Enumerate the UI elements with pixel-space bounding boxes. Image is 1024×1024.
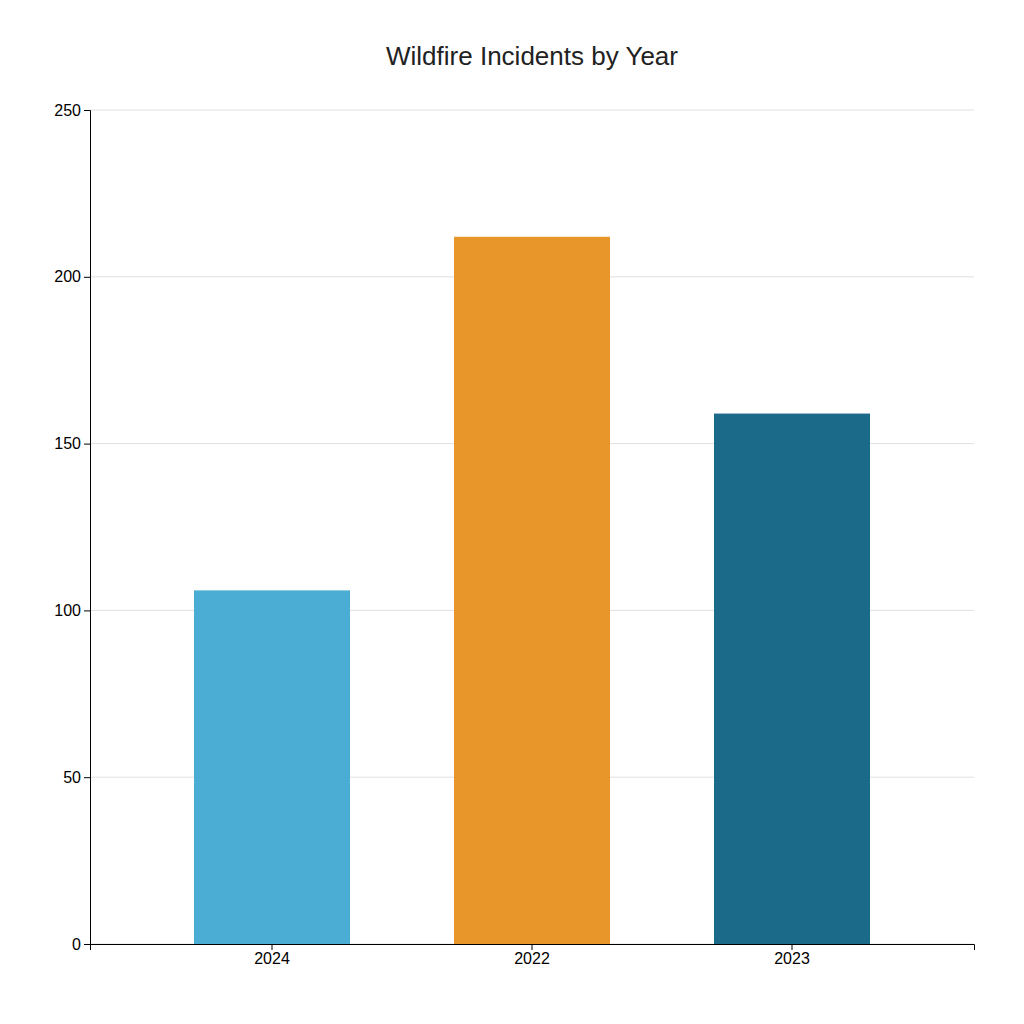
grid-line — [90, 110, 974, 111]
bars — [194, 237, 870, 944]
y-tick: 200 — [54, 268, 90, 285]
y-tick-mark — [84, 777, 90, 778]
bar — [454, 237, 610, 944]
plot-area: 0 50 100 150 200 250 2024 2022 2023 — [54, 102, 974, 968]
y-tick: 100 — [54, 602, 90, 619]
y-tick-mark — [84, 444, 90, 445]
y-tick-label: 200 — [54, 268, 81, 285]
x-tick-mark — [792, 944, 793, 950]
y-tick: 0 — [72, 936, 90, 953]
y-tick-mark — [84, 277, 90, 278]
bar — [714, 414, 870, 944]
y-tick-mark — [84, 110, 90, 111]
y-tick-label: 50 — [63, 769, 81, 786]
y-tick-mark — [84, 610, 90, 611]
y-axis-line — [84, 111, 91, 945]
y-tick-label: 100 — [54, 602, 81, 619]
x-axis-line — [91, 945, 975, 951]
y-tick: 250 — [54, 102, 90, 119]
y-tick: 50 — [63, 769, 90, 786]
x-tick-label: 2022 — [514, 950, 550, 967]
y-tick-label: 150 — [54, 435, 81, 452]
grid — [90, 110, 974, 944]
x-tick: 2024 — [254, 944, 290, 967]
y-tick-mark — [84, 944, 90, 945]
bar — [194, 590, 350, 944]
x-tick: 2023 — [774, 944, 810, 967]
chart-svg: 0 50 100 150 200 250 2024 2022 2023 Wildfire Inci… — [0, 0, 1024, 1024]
y-axis: 0 50 100 150 200 250 — [54, 102, 90, 953]
x-tick: 2022 — [514, 944, 550, 967]
x-tick-label: 2023 — [774, 950, 810, 967]
y-tick: 150 — [54, 435, 90, 452]
y-tick-label: 0 — [72, 936, 81, 953]
x-axis: 2024 2022 2023 — [91, 944, 975, 967]
y-tick-label: 250 — [54, 102, 81, 119]
chart-title: Wildfire Incidents by Year — [386, 41, 678, 71]
x-tick-mark — [532, 944, 533, 950]
x-tick-label: 2024 — [254, 950, 290, 967]
x-tick-mark — [272, 944, 273, 950]
